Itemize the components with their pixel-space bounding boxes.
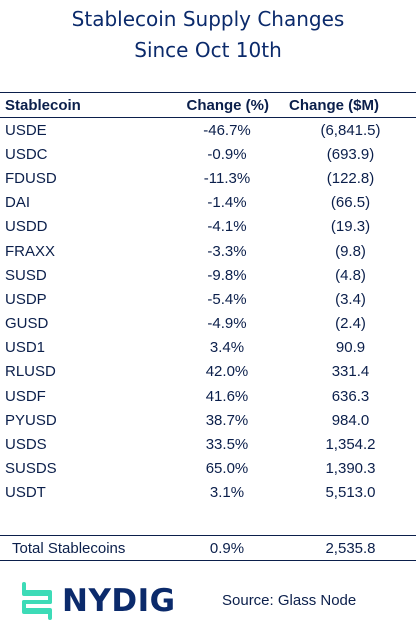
cell-change-pct: 33.5% bbox=[205, 436, 249, 454]
cell-stablecoin: USDD bbox=[5, 218, 48, 236]
cell-change-usd: 90.9 bbox=[335, 339, 366, 357]
cell-stablecoin: USDS bbox=[5, 436, 47, 454]
nydig-logo-mark-icon bbox=[22, 582, 52, 620]
cell-stablecoin: GUSD bbox=[5, 315, 49, 333]
cell-change-usd: 5,513.0 bbox=[325, 484, 376, 502]
table-row: SUSD -9.8% (4.8) bbox=[0, 263, 416, 287]
cell-change-usd: 1,354.2 bbox=[325, 436, 376, 454]
cell-change-usd: (19.3) bbox=[330, 218, 371, 236]
cell-change-pct: 42.0% bbox=[205, 363, 249, 381]
cell-change-usd: 1,390.3 bbox=[325, 460, 376, 478]
cell-stablecoin: USD1 bbox=[5, 339, 46, 357]
cell-stablecoin: FDUSD bbox=[5, 169, 57, 187]
header-stablecoin: Stablecoin bbox=[5, 96, 81, 114]
cell-change-usd: (9.8) bbox=[335, 242, 366, 260]
cell-change-pct: -3.3% bbox=[207, 242, 247, 260]
cell-stablecoin: PYUSD bbox=[5, 411, 57, 429]
table-header: Stablecoin Change (%) Change ($M) bbox=[0, 92, 416, 118]
cell-change-usd: (3.4) bbox=[335, 290, 366, 308]
table-row: USDD -4.1% (19.3) bbox=[0, 215, 416, 239]
cell-change-pct: -9.8% bbox=[207, 266, 247, 284]
total-change-usd: 2,535.8 bbox=[325, 539, 376, 557]
page-title: Stablecoin Supply Changes Since Oct 10th bbox=[0, 4, 416, 66]
source-note: Source: Glass Node bbox=[222, 592, 357, 609]
cell-change-usd: (66.5) bbox=[330, 194, 371, 212]
cell-stablecoin: FRAXX bbox=[5, 242, 56, 260]
table-row: GUSD -4.9% (2.4) bbox=[0, 312, 416, 336]
cell-stablecoin: USDE bbox=[5, 121, 47, 139]
cell-change-pct: -0.9% bbox=[207, 145, 247, 163]
cell-change-usd: 984.0 bbox=[331, 411, 370, 429]
cell-change-pct: 41.6% bbox=[205, 387, 249, 405]
cell-stablecoin: RLUSD bbox=[5, 363, 56, 381]
table-row: USDC -0.9% (693.9) bbox=[0, 142, 416, 166]
cell-stablecoin: USDC bbox=[5, 145, 48, 163]
cell-change-pct: -5.4% bbox=[207, 290, 247, 308]
footer: NYDIG Source: Glass Node bbox=[0, 576, 416, 626]
cell-change-pct: 3.4% bbox=[209, 339, 245, 357]
cell-stablecoin: USDF bbox=[5, 387, 46, 405]
header-change-usd: Change ($M) bbox=[289, 96, 379, 114]
cell-change-usd: (6,841.5) bbox=[320, 121, 381, 139]
table-row: USDS 33.5% 1,354.2 bbox=[0, 432, 416, 456]
table-row: RLUSD 42.0% 331.4 bbox=[0, 360, 416, 384]
total-row: Total Stablecoins 0.9% 2,535.8 bbox=[0, 535, 416, 561]
table-row: FDUSD -11.3% (122.8) bbox=[0, 166, 416, 190]
total-change-pct: 0.9% bbox=[209, 539, 245, 557]
cell-change-usd: (4.8) bbox=[335, 266, 366, 284]
cell-stablecoin: USDT bbox=[5, 484, 46, 502]
cell-change-pct: -4.9% bbox=[207, 315, 247, 333]
cell-change-pct: -1.4% bbox=[207, 194, 247, 212]
cell-stablecoin: USDP bbox=[5, 290, 47, 308]
cell-stablecoin: DAI bbox=[5, 194, 31, 212]
cell-change-pct: 38.7% bbox=[205, 411, 249, 429]
logo-text: NYDIG bbox=[62, 583, 176, 619]
cell-stablecoin: SUSDS bbox=[5, 460, 57, 478]
title-line-1: Stablecoin Supply Changes bbox=[71, 7, 345, 31]
table-row: USDT 3.1% 5,513.0 bbox=[0, 481, 416, 505]
cell-change-usd: 331.4 bbox=[331, 363, 370, 381]
header-change-pct: Change (%) bbox=[186, 96, 270, 114]
cell-change-usd: (122.8) bbox=[326, 169, 375, 187]
cell-change-pct: -11.3% bbox=[203, 169, 251, 187]
cell-change-pct: 3.1% bbox=[209, 484, 245, 502]
table-row: USDP -5.4% (3.4) bbox=[0, 287, 416, 311]
table-row: USDE -46.7% (6,841.5) bbox=[0, 118, 416, 142]
title-line-2: Since Oct 10th bbox=[134, 38, 282, 62]
total-label: Total Stablecoins bbox=[12, 539, 126, 557]
cell-change-usd: 636.3 bbox=[331, 387, 370, 405]
cell-change-pct: -46.7% bbox=[203, 121, 251, 139]
table-row: PYUSD 38.7% 984.0 bbox=[0, 408, 416, 432]
table-row: DAI -1.4% (66.5) bbox=[0, 191, 416, 215]
stablecoin-table: Stablecoin Change (%) Change ($M) USDE -4… bbox=[0, 92, 416, 505]
table-row: USDF 41.6% 636.3 bbox=[0, 384, 416, 408]
table-row: SUSDS 65.0% 1,390.3 bbox=[0, 457, 416, 481]
cell-change-pct: -4.1% bbox=[207, 218, 247, 236]
cell-stablecoin: SUSD bbox=[5, 266, 47, 284]
cell-change-usd: (2.4) bbox=[335, 315, 366, 333]
table-row: USD1 3.4% 90.9 bbox=[0, 336, 416, 360]
cell-change-usd: (693.9) bbox=[326, 145, 375, 163]
nydig-logo: NYDIG bbox=[16, 580, 176, 622]
cell-change-pct: 65.0% bbox=[205, 460, 249, 478]
table-row: FRAXX -3.3% (9.8) bbox=[0, 239, 416, 263]
